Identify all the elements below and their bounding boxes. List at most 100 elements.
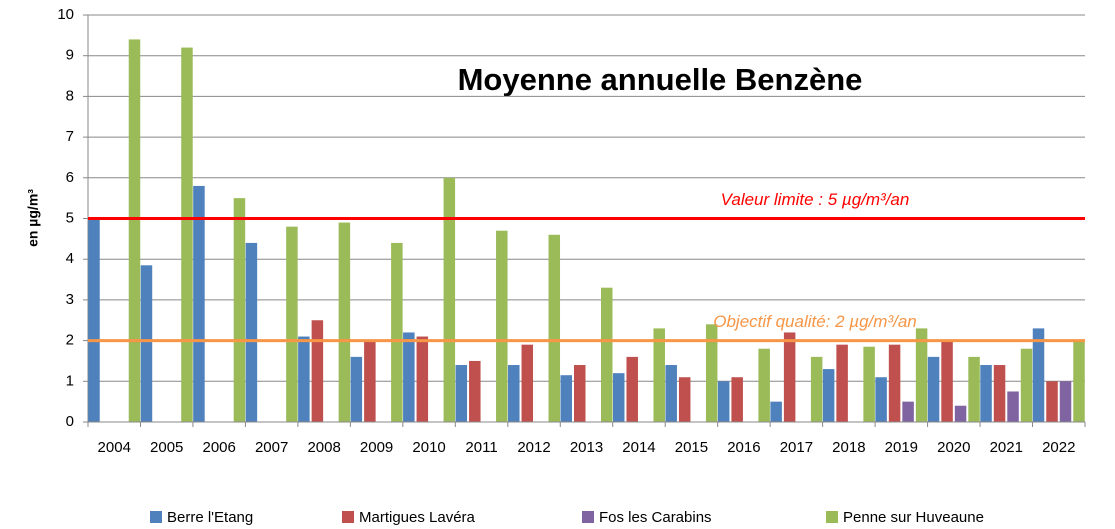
- bar: [1073, 340, 1085, 422]
- y-tick-label: 5: [66, 209, 74, 226]
- y-tick-label: 3: [66, 291, 74, 308]
- bar: [364, 340, 376, 422]
- x-tick-label: 2020: [937, 439, 970, 456]
- bar: [193, 185, 205, 422]
- bar: [875, 377, 887, 422]
- y-tick-label: 0: [66, 413, 74, 430]
- bar: [980, 365, 992, 422]
- bar: [403, 332, 415, 422]
- x-tick-label: 2012: [517, 439, 550, 456]
- bar: [181, 47, 193, 423]
- y-tick-label: 2: [66, 332, 74, 349]
- x-tick-label: 2017: [780, 439, 813, 456]
- legend-swatch: [582, 511, 594, 523]
- legend-label: Fos les Carabins: [599, 509, 712, 526]
- x-tick-label: 2021: [990, 439, 1023, 456]
- bar: [286, 226, 298, 422]
- bar: [758, 348, 770, 422]
- bar: [233, 198, 246, 422]
- bar: [298, 336, 310, 422]
- bar: [443, 177, 456, 422]
- legend-swatch: [342, 511, 354, 523]
- y-axis-label: en µg/m³: [25, 189, 41, 247]
- bar: [612, 373, 625, 422]
- x-tick-label: 2007: [255, 439, 288, 456]
- bar: [338, 222, 351, 422]
- bar: [915, 328, 928, 422]
- x-tick-label: 2016: [727, 439, 760, 456]
- bar: [416, 336, 429, 422]
- y-tick-label: 7: [66, 128, 74, 145]
- bar: [469, 360, 481, 422]
- bar: [1020, 348, 1033, 422]
- x-tick-label: 2005: [150, 439, 183, 456]
- bar: [941, 340, 953, 422]
- bar: [311, 320, 324, 422]
- bar: [245, 242, 258, 422]
- x-tick-label: 2015: [675, 439, 708, 456]
- bar: [665, 365, 677, 422]
- bar: [822, 369, 835, 422]
- bar: [954, 405, 967, 422]
- bar: [731, 377, 743, 422]
- bar: [496, 230, 508, 422]
- bar: [836, 344, 848, 422]
- bar: [560, 375, 572, 422]
- legend-label: Martigues Lavéra: [359, 509, 476, 526]
- reference-label: Valeur limite : 5 µg/m³/an: [721, 190, 910, 209]
- y-tick-label: 9: [66, 47, 74, 64]
- bar: [350, 356, 363, 422]
- bar: [140, 265, 153, 422]
- x-tick-label: 2019: [885, 439, 918, 456]
- bar: [88, 218, 100, 422]
- bar: [1032, 328, 1045, 422]
- bar: [770, 401, 782, 422]
- reference-label: Objectif qualité: 2 µg/m³/an: [713, 312, 917, 331]
- x-tick-label: 2008: [307, 439, 340, 456]
- bar: [1007, 391, 1019, 422]
- bar: [810, 356, 823, 422]
- y-tick-label: 4: [66, 250, 74, 267]
- bar: [391, 242, 403, 422]
- bar: [574, 365, 586, 422]
- bar: [455, 365, 468, 422]
- y-tick-label: 1: [66, 372, 74, 389]
- x-tick-label: 2018: [832, 439, 865, 456]
- x-tick-label: 2013: [570, 439, 603, 456]
- bar: [863, 346, 875, 422]
- bar: [888, 344, 901, 422]
- x-tick-label: 2004: [98, 439, 131, 456]
- bar: [653, 328, 665, 422]
- x-tick-label: 2006: [202, 439, 235, 456]
- x-tick-label: 2009: [360, 439, 393, 456]
- bar: [601, 287, 613, 422]
- legend-label: Berre l'Etang: [167, 509, 253, 526]
- bar: [902, 401, 914, 422]
- x-tick-label: 2022: [1042, 439, 1075, 456]
- legend-label: Penne sur Huveaune: [843, 509, 984, 526]
- legend-swatch: [826, 511, 838, 523]
- bar: [548, 234, 561, 422]
- bar: [717, 381, 730, 422]
- x-tick-label: 2014: [622, 439, 655, 456]
- bar: [1046, 381, 1058, 422]
- y-tick-label: 6: [66, 169, 74, 186]
- legend-swatch: [150, 511, 162, 523]
- bar: [968, 356, 980, 422]
- bar: [783, 332, 796, 422]
- bar: [678, 377, 691, 422]
- x-tick-label: 2011: [465, 439, 497, 456]
- bar: [705, 324, 718, 422]
- chart-title: Moyenne annuelle Benzène: [458, 62, 863, 97]
- bar: [128, 39, 141, 423]
- bar: [508, 365, 520, 422]
- bar: [1059, 381, 1072, 422]
- bar: [521, 344, 534, 422]
- y-tick-label: 10: [57, 6, 74, 23]
- bar: [626, 356, 638, 422]
- y-tick-label: 8: [66, 87, 74, 104]
- bar: [927, 356, 940, 422]
- bar: [993, 365, 1006, 422]
- x-tick-label: 2010: [412, 439, 445, 456]
